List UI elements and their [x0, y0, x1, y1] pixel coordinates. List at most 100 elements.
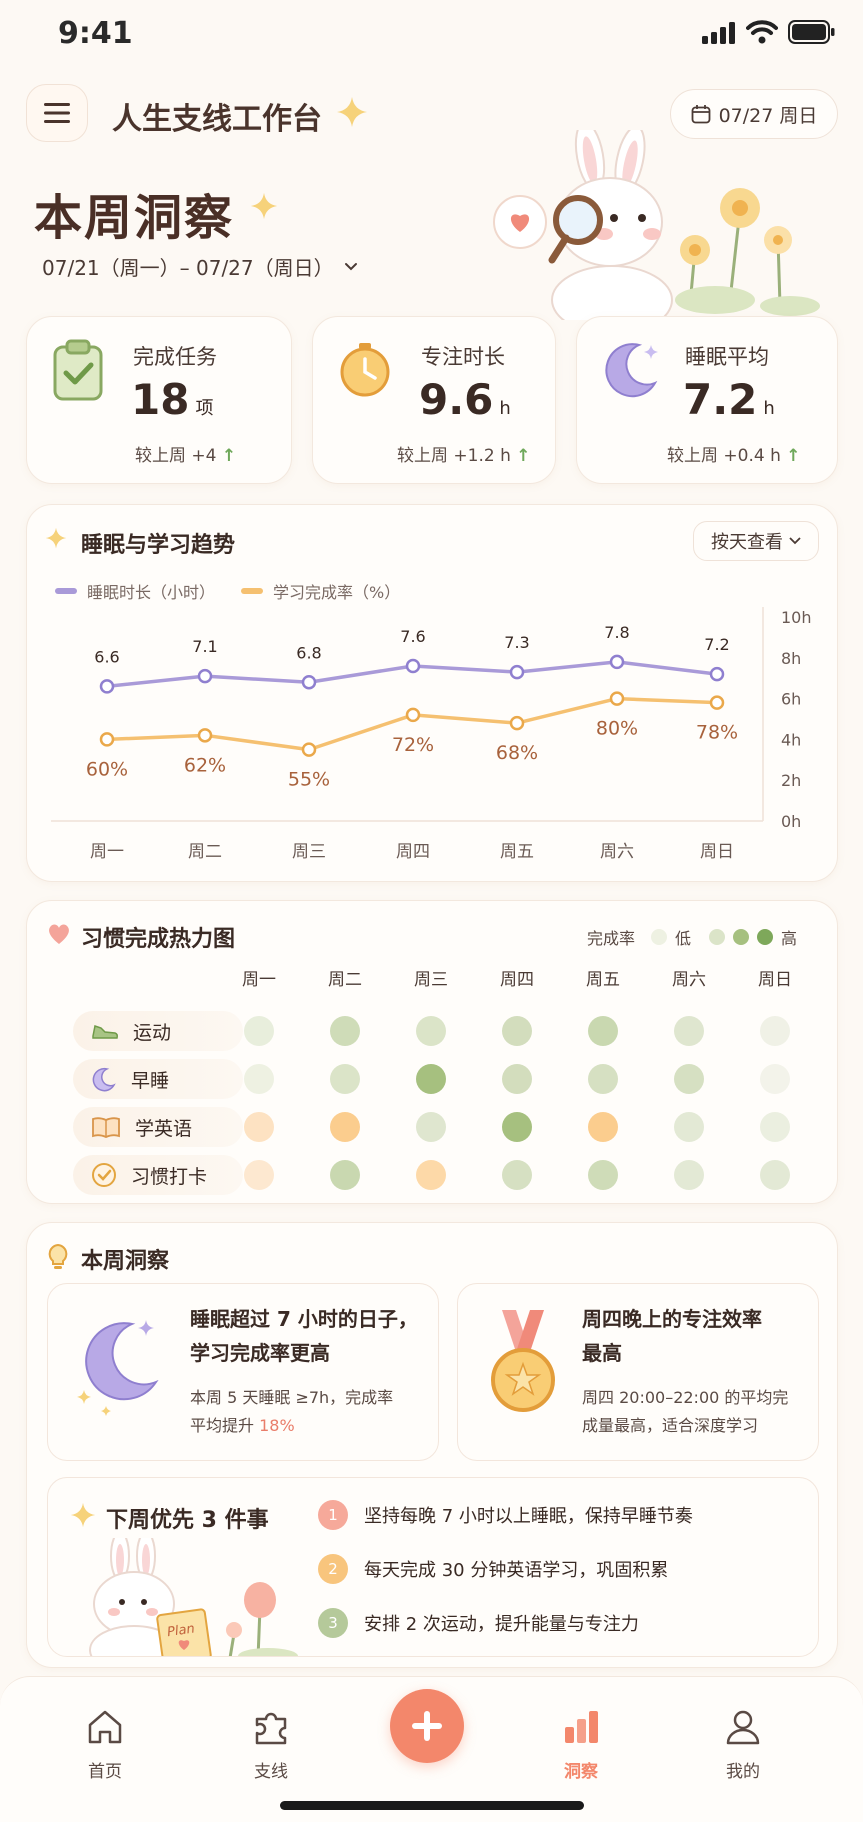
priority-number-badge: 2 [318, 1554, 348, 1584]
heatmap-day-label: 周日 [758, 970, 792, 990]
sneaker-icon [91, 1020, 119, 1042]
priorities-card: 下周优先 3 件事 Plan 1 坚持每晚 7 小时以上睡眠 [47, 1477, 819, 1657]
trend-chart: 10h 8h 6h 4h 2h 0h 周一 周二 周三 周四 周五 周六 周日 6.6 7.1 6.8 7.6 7… [51, 607, 812, 862]
heatmap-cell[interactable] [674, 1016, 704, 1046]
page-title: 本周洞察 [34, 190, 235, 246]
menu-button[interactable] [26, 84, 88, 142]
study-data-label: 62% [184, 754, 226, 776]
y-tick-label: 6h [781, 690, 801, 709]
priorities-title: 下周优先 3 件事 [106, 1508, 269, 1533]
heatmap-cell[interactable] [588, 1016, 618, 1046]
habit-row-label[interactable]: 学英语 [73, 1107, 243, 1147]
heatmap-cell[interactable] [244, 1016, 274, 1046]
habit-name: 运动 [133, 1021, 172, 1044]
study-point [509, 715, 525, 731]
heatmap-cell[interactable] [416, 1160, 446, 1190]
heatmap-cell[interactable] [674, 1160, 704, 1190]
stat-card-sleep[interactable]: 睡眠平均 7.2 h 较上周 +0.4 h ↑ [576, 316, 838, 484]
tab-branch[interactable]: 支线 [216, 1707, 326, 1782]
battery-icon [788, 20, 836, 48]
x-tick-label: 周三 [292, 842, 326, 862]
y-tick-label: 8h [781, 649, 801, 668]
priority-text: 每天完成 30 分钟英语学习，巩固积累 [364, 1560, 669, 1581]
heatmap-cell[interactable] [502, 1112, 532, 1142]
insight-card-sleep[interactable]: 睡眠超过 7 小时的日子， 学习完成率更高 本周 5 天睡眠 ≥7h，完成率 平… [47, 1283, 439, 1461]
priority-item[interactable]: 3 安排 2 次运动，提升能量与专注力 [318, 1608, 639, 1638]
y-tick-label: 10h [781, 608, 812, 627]
study-point [301, 742, 317, 757]
heatmap-cell[interactable] [760, 1160, 790, 1190]
heatmap-cell[interactable] [330, 1016, 360, 1046]
sparkle-icon [70, 1502, 96, 1532]
priority-item[interactable]: 1 坚持每晚 7 小时以上睡眠，保持早睡节奏 [318, 1500, 693, 1530]
heatmap-cell[interactable] [330, 1112, 360, 1142]
heatmap-cell[interactable] [502, 1064, 532, 1094]
heatmap-cell[interactable] [244, 1160, 274, 1190]
heatmap-cell[interactable] [674, 1112, 704, 1142]
habit-row-label[interactable]: 习惯打卡 [73, 1155, 243, 1195]
heatmap-cell[interactable] [330, 1160, 360, 1190]
chevron-down-icon [344, 262, 357, 270]
study-data-label: 55% [288, 769, 330, 791]
insight-heading: 周四晚上的专注效率 最高 [582, 1307, 762, 1365]
heatmap-cell[interactable] [416, 1016, 446, 1046]
bunny-illustration [490, 121, 830, 335]
x-tick-label: 周日 [700, 842, 734, 862]
x-tick-label: 周一 [90, 842, 124, 862]
heatmap-cell[interactable] [760, 1064, 790, 1094]
stat-card-tasks[interactable]: 完成任务 18 项 较上周 +4 ↑ [26, 316, 292, 484]
insight-card-focus[interactable]: 周四晚上的专注效率 最高 周四 20:00–22:00 的平均完 成量最高，适合… [457, 1283, 819, 1461]
heatmap-cell[interactable] [674, 1064, 704, 1094]
tab-home[interactable]: 首页 [50, 1707, 160, 1782]
tab-profile[interactable]: 我的 [688, 1707, 798, 1782]
heatmap-cell[interactable] [760, 1016, 790, 1046]
habit-row-label[interactable]: 早睡 [73, 1059, 243, 1099]
heatmap-day-label: 周二 [328, 970, 362, 990]
insights-card: 本周洞察 睡眠超过 7 小时的日子， 学习完成率更高 本周 5 天睡眠 ≥7h，… [26, 1222, 838, 1668]
stat-compare: 较上周 +4 ↑ [135, 446, 237, 466]
habit-row-label[interactable]: 运动 [73, 1011, 243, 1051]
moon-icon [599, 337, 663, 405]
date-range-label: 07/21（周一）– 07/27（周日） [42, 256, 334, 280]
heatmap-cell[interactable] [244, 1112, 274, 1142]
insights-title: 本周洞察 [81, 1249, 170, 1274]
heatmap-cell[interactable] [330, 1064, 360, 1094]
tab-insight[interactable]: 洞察 [526, 1707, 636, 1782]
bar-chart-icon [565, 1711, 598, 1743]
sleep-data-label: 6.6 [94, 647, 119, 666]
view-select[interactable]: 按天查看 [693, 521, 819, 561]
sparkle-icon [336, 96, 368, 132]
heatmap-day-label: 周三 [414, 970, 448, 990]
priority-number-badge: 3 [318, 1608, 348, 1638]
heatmap-cell[interactable] [588, 1064, 618, 1094]
heatmap-cell[interactable] [760, 1112, 790, 1142]
heatmap-cell[interactable] [416, 1112, 446, 1142]
lightbulb-icon [47, 1243, 69, 1275]
heatmap-cell[interactable] [244, 1064, 274, 1094]
sleep-point [609, 654, 625, 670]
study-data-label: 68% [496, 742, 538, 764]
priority-item[interactable]: 2 每天完成 30 分钟英语学习，巩固积累 [318, 1554, 668, 1584]
study-data-label: 72% [392, 734, 434, 756]
sleep-point [197, 668, 213, 684]
heatmap-cell[interactable] [588, 1160, 618, 1190]
x-tick-label: 周二 [188, 842, 222, 862]
y-tick-label: 0h [781, 812, 801, 831]
date-range-selector[interactable]: 07/21（周一）– 07/27（周日） [42, 252, 358, 281]
y-tick-label: 4h [781, 730, 801, 749]
heatmap-cell[interactable] [502, 1016, 532, 1046]
study-point [405, 707, 421, 723]
heatmap-cell[interactable] [502, 1160, 532, 1190]
heatmap-cell[interactable] [416, 1064, 446, 1094]
stat-card-focus[interactable]: 专注时长 9.6 h 较上周 +1.2 h ↑ [312, 316, 556, 484]
study-point [197, 728, 213, 743]
heatmap-day-label: 周五 [586, 970, 620, 990]
heatmap-cell[interactable] [588, 1112, 618, 1142]
date-chip-label: 07/27 周日 [718, 104, 818, 127]
sleep-point [709, 666, 725, 682]
sparkle-icon [45, 527, 67, 553]
add-button[interactable] [390, 1689, 464, 1763]
date-picker-button[interactable]: 07/27 周日 [670, 89, 838, 139]
stat-title: 专注时长 [421, 345, 505, 369]
heatmap-title: 习惯完成热力图 [81, 927, 236, 952]
